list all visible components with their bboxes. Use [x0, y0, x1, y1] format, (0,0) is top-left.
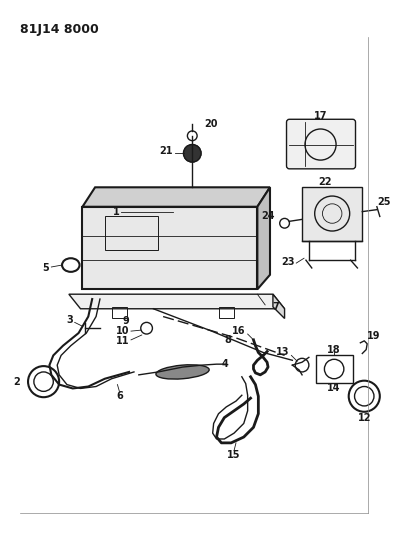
- FancyBboxPatch shape: [286, 119, 355, 169]
- Text: 22: 22: [319, 177, 332, 188]
- FancyBboxPatch shape: [302, 187, 362, 241]
- Text: 81J14 8000: 81J14 8000: [20, 23, 99, 36]
- Text: 9: 9: [123, 317, 129, 326]
- Polygon shape: [273, 294, 284, 319]
- Text: 11: 11: [115, 336, 129, 346]
- Text: 5: 5: [43, 263, 49, 273]
- Text: 14: 14: [327, 383, 341, 393]
- Ellipse shape: [156, 365, 209, 379]
- Text: 16: 16: [232, 326, 246, 336]
- Text: 20: 20: [204, 119, 217, 129]
- Text: 13: 13: [276, 348, 290, 358]
- Text: 7: 7: [272, 302, 279, 312]
- Text: 2: 2: [13, 377, 20, 386]
- Text: 8: 8: [224, 335, 231, 345]
- Text: 10: 10: [115, 326, 129, 336]
- Text: 23: 23: [281, 257, 294, 267]
- Polygon shape: [82, 207, 257, 289]
- Bar: [112, 307, 127, 319]
- Text: 17: 17: [314, 111, 327, 122]
- Text: 3: 3: [66, 316, 73, 326]
- Text: 18: 18: [327, 344, 341, 354]
- Bar: [105, 216, 158, 251]
- Text: 15: 15: [227, 449, 241, 459]
- Bar: [219, 307, 234, 319]
- Polygon shape: [69, 294, 284, 309]
- Polygon shape: [82, 187, 270, 207]
- Text: 24: 24: [261, 212, 275, 221]
- Text: 4: 4: [221, 359, 228, 369]
- Text: 12: 12: [357, 413, 371, 423]
- Text: 25: 25: [377, 197, 390, 207]
- Circle shape: [184, 144, 201, 162]
- Text: 19: 19: [367, 331, 381, 341]
- Text: 6: 6: [116, 391, 123, 401]
- Text: 21: 21: [159, 147, 173, 156]
- Text: 1: 1: [113, 207, 119, 216]
- Polygon shape: [257, 187, 270, 289]
